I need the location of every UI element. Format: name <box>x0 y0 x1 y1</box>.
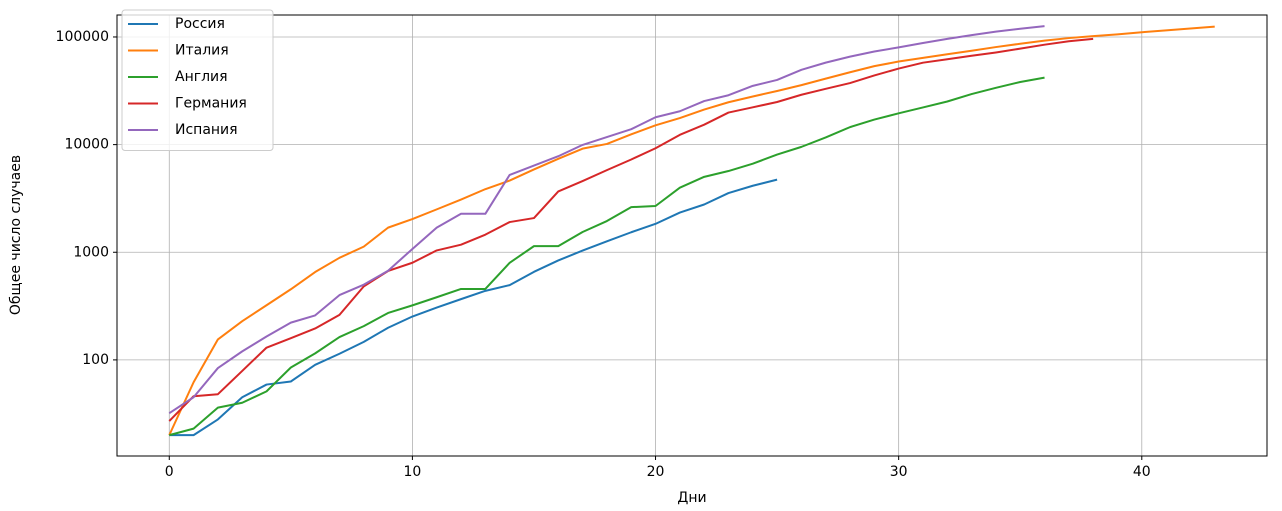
series-line <box>168 25 1045 414</box>
x-axis-label: Дни <box>677 490 706 506</box>
y-tick-label: 100 <box>82 352 109 368</box>
ticks: 0 10 20 30 40 100 1000 10000 100000 <box>56 29 1151 480</box>
series-line <box>169 178 778 437</box>
y-axis-label: Общее число случаев <box>8 155 24 315</box>
legend-box <box>121 9 274 151</box>
y-tick-label: 1000 <box>73 244 109 260</box>
series-line <box>168 25 1215 436</box>
legend-label: Испания <box>175 122 238 138</box>
x-tick-label: 20 <box>647 464 665 480</box>
x-tick-label: 40 <box>1133 464 1151 480</box>
legend-label: Германия <box>175 96 247 112</box>
plot-frame <box>116 14 1268 457</box>
lines <box>168 25 1215 437</box>
y-tick-label: 100000 <box>56 29 109 45</box>
legend-label: Италия <box>175 43 229 59</box>
legend-label: Англия <box>175 69 228 85</box>
y-tick-label: 10000 <box>64 137 109 153</box>
series-line <box>168 37 1094 422</box>
legend: Россия Италия Англия Германия Испания <box>121 9 274 151</box>
series-line <box>169 76 1045 437</box>
x-tick-label: 0 <box>165 464 174 480</box>
legend-label: Россия <box>175 16 225 32</box>
x-tick-label: 10 <box>403 464 421 480</box>
x-tick-label: 30 <box>890 464 908 480</box>
